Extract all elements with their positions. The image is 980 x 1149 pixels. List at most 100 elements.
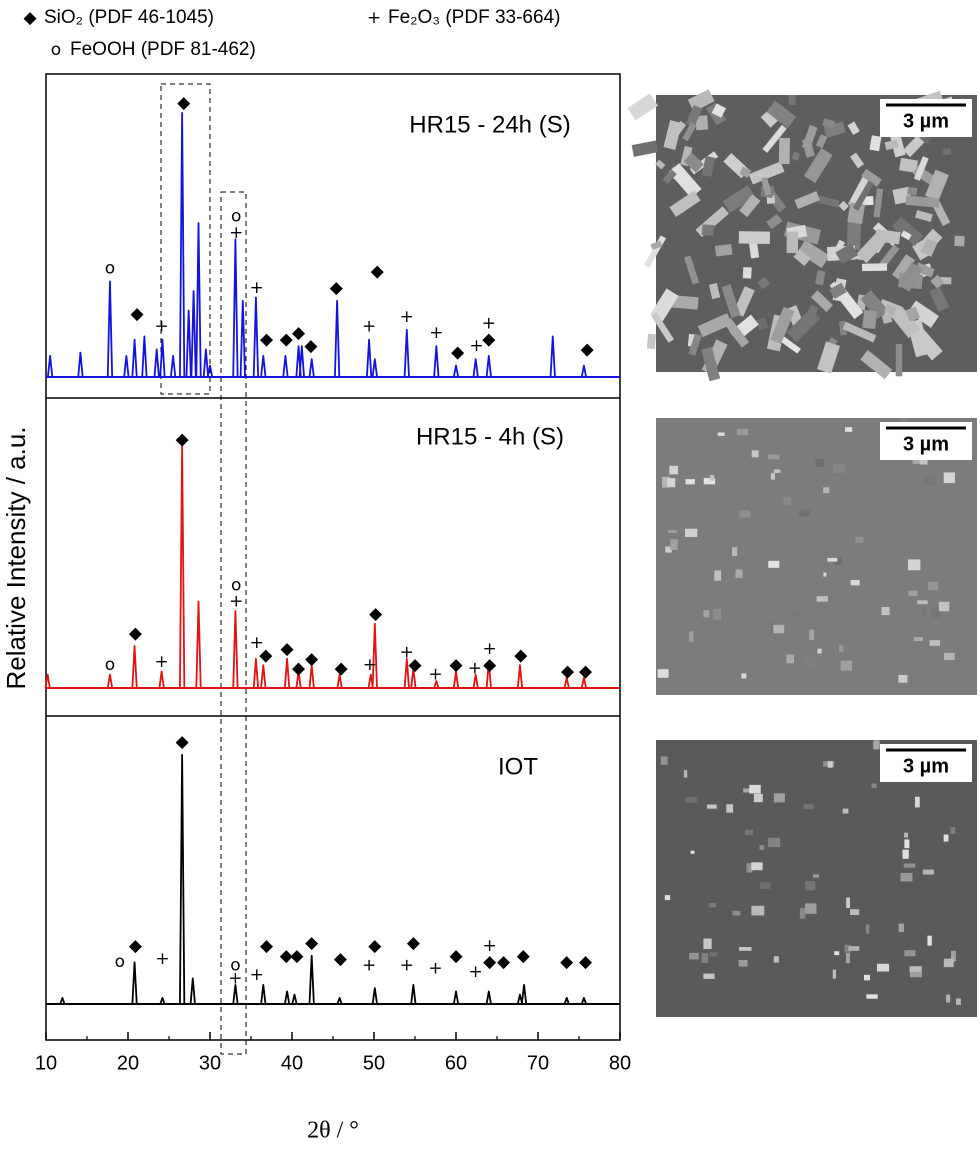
peak-marker: ◆ [260, 936, 274, 956]
peak [283, 990, 291, 1005]
peak [179, 444, 186, 689]
sem-texture [738, 231, 771, 244]
peak-marker: ◆ [514, 646, 528, 666]
sem-texture [865, 924, 870, 934]
sem-texture [900, 230, 912, 241]
sem-texture [773, 956, 779, 963]
x-tick-label: 10 [35, 1052, 57, 1074]
sem-clip [977, 85, 980, 382]
peak [308, 358, 315, 378]
peak-marker: + [229, 223, 243, 243]
peak-marker: + [482, 639, 496, 659]
sem-texture [838, 200, 849, 212]
sem-texture [897, 262, 923, 292]
peak [298, 345, 305, 378]
peak-marker: ◆ [517, 946, 531, 966]
peak [232, 610, 239, 689]
sem-texture [866, 994, 878, 999]
sem-texture [815, 458, 825, 467]
sem-texture [954, 235, 965, 247]
sem-texture [884, 304, 897, 316]
sem-texture [790, 611, 800, 617]
peak [260, 664, 267, 689]
sem-texture [915, 210, 933, 223]
highlight-box [160, 83, 211, 395]
peak [295, 670, 302, 689]
sem-texture [888, 589, 901, 594]
peak [123, 354, 130, 378]
sem-texture [684, 796, 698, 803]
sem-texture [773, 469, 781, 473]
sem-texture [723, 317, 750, 348]
peak [283, 657, 291, 689]
sem-texture [950, 950, 956, 962]
sem-texture [662, 476, 670, 488]
peak-marker: ◆ [290, 946, 304, 966]
peak-marker: ◆ [335, 658, 349, 678]
sem-texture [757, 276, 771, 290]
sem-texture [793, 249, 811, 267]
peak-marker: + [154, 317, 168, 337]
sem-texture [907, 559, 921, 571]
sem-texture [709, 474, 715, 481]
peak-marker: + [155, 949, 169, 969]
sem-texture [742, 267, 752, 279]
sem-texture [683, 770, 688, 778]
peak-marker: ◆ [482, 330, 496, 350]
x-tick-label: 60 [445, 1052, 467, 1074]
sem-texture [769, 306, 795, 345]
sem-texture [805, 903, 817, 914]
sem-texture [703, 938, 712, 949]
peak [190, 290, 197, 377]
peak [371, 358, 378, 378]
legend-symbol: + [367, 8, 381, 28]
peak-marker: ◆ [561, 661, 575, 681]
panel-title: IOT [498, 753, 538, 780]
sem-texture [766, 213, 783, 230]
peak-marker: + [250, 633, 264, 653]
sem-texture [846, 897, 850, 909]
peak-marker: ◆ [483, 952, 497, 972]
peak-marker: ◆ [176, 429, 190, 449]
sem-texture [810, 290, 833, 313]
sem-texture [749, 784, 761, 794]
peak [185, 309, 192, 377]
peak [580, 364, 588, 378]
sem-texture [928, 581, 939, 591]
peak [580, 676, 587, 689]
peak [44, 673, 51, 689]
peak [371, 622, 378, 689]
peak [410, 667, 417, 689]
sem-texture [690, 850, 695, 854]
peak [291, 993, 298, 1005]
scale-bar-label: 3 µm [903, 110, 949, 132]
peak [153, 348, 160, 378]
peak-marker: ◆ [371, 262, 385, 282]
peak-marker: + [229, 592, 243, 612]
peak-marker: o [230, 955, 240, 975]
sem-texture [778, 137, 791, 165]
sem-texture [809, 629, 815, 640]
sem-texture [892, 254, 915, 281]
peak [159, 338, 166, 377]
sem-texture [768, 560, 780, 568]
sem-texture [744, 829, 754, 835]
peak-marker: ◆ [483, 655, 497, 675]
sem-texture [839, 645, 844, 652]
sem-texture [759, 882, 771, 889]
sem-texture [946, 994, 951, 1003]
peak-marker: + [250, 278, 264, 298]
sem-texture [898, 674, 908, 683]
peak [106, 673, 114, 689]
sem-texture [739, 510, 751, 518]
sem-texture [927, 935, 932, 946]
peak-marker: ◆ [449, 655, 463, 675]
sem-texture [711, 103, 727, 118]
sem-texture [753, 793, 763, 803]
sem-texture [847, 121, 860, 136]
peak-marker: o [105, 258, 115, 278]
legend-label: FeOOH (PDF 81-462) [70, 39, 256, 60]
peak [563, 676, 570, 689]
peak-marker: + [154, 652, 168, 672]
sem-texture [860, 350, 893, 380]
